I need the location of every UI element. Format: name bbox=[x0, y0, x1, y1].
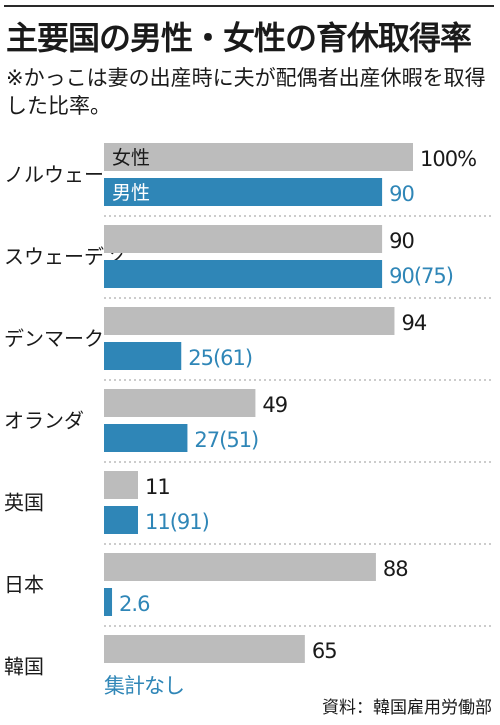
female-value-label: 90 bbox=[389, 229, 414, 253]
country-label: 日本 bbox=[4, 573, 44, 597]
male-value-label: 27(51) bbox=[194, 428, 258, 452]
female-value-label: 88 bbox=[383, 557, 408, 581]
male-value-label: 2.6 bbox=[119, 592, 150, 616]
male-value-label: 11(91) bbox=[145, 510, 209, 534]
female-bar bbox=[104, 553, 376, 581]
legend-female-label: 女性 bbox=[112, 147, 150, 169]
male-value-label: 25(61) bbox=[188, 346, 252, 370]
female-bar bbox=[104, 389, 256, 417]
male-bar bbox=[104, 260, 383, 288]
male-bar bbox=[104, 588, 113, 616]
male-value-label: 90 bbox=[389, 182, 414, 206]
female-bar bbox=[104, 143, 413, 171]
country-label: オランダ bbox=[4, 409, 84, 433]
female-bar bbox=[104, 471, 138, 499]
country-label: 英国 bbox=[4, 491, 44, 515]
female-value-label: 49 bbox=[262, 393, 287, 417]
female-value-label: 100% bbox=[420, 147, 476, 171]
male-value-label: 90(75) bbox=[389, 264, 453, 288]
male-value-label: 集計なし bbox=[104, 674, 184, 698]
country-label: 韓国 bbox=[4, 655, 44, 679]
female-value-label: 11 bbox=[145, 475, 170, 499]
female-value-label: 94 bbox=[401, 311, 426, 335]
legend-male-label: 男性 bbox=[112, 182, 150, 204]
male-bar bbox=[104, 342, 182, 370]
chart-title: 主要国の男性・女性の育休取得率 bbox=[6, 19, 472, 57]
female-bar bbox=[104, 307, 395, 335]
female-value-label: 65 bbox=[312, 639, 337, 663]
country-label: デンマーク bbox=[4, 327, 104, 351]
male-bar bbox=[104, 424, 188, 452]
top-rule bbox=[4, 5, 494, 7]
source-note: 資料：韓国雇用労働部 bbox=[322, 698, 492, 718]
male-bar bbox=[104, 506, 138, 534]
female-bar bbox=[104, 225, 383, 253]
chart-note: ※かっこは妻の出産時に夫が配偶者出産休暇を取得した比率。 bbox=[6, 66, 486, 118]
male-bar bbox=[104, 178, 383, 206]
country-label: ノルウェー bbox=[4, 163, 104, 187]
female-bar bbox=[104, 635, 305, 663]
